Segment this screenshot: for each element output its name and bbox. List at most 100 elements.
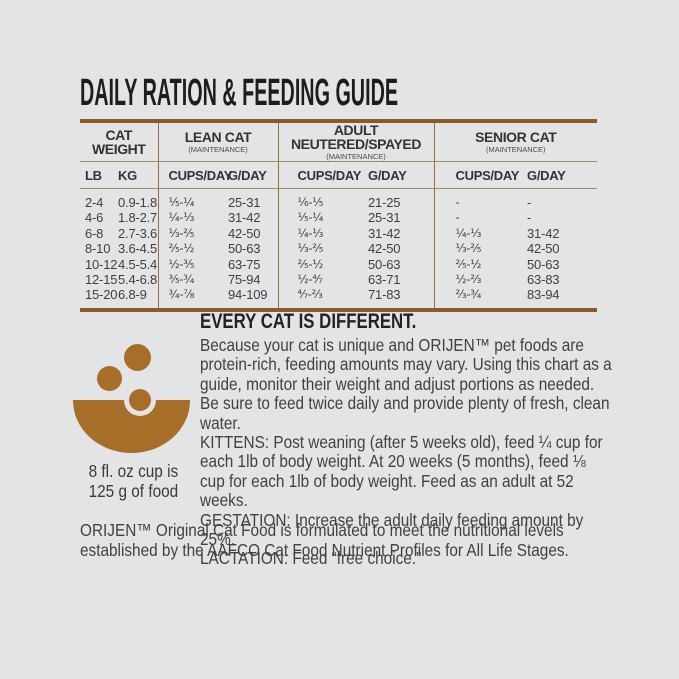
table-cell: ⅔-¾	[433, 287, 515, 310]
table-cell: 5.4-6.8	[118, 272, 158, 288]
table-cell: 1.8-2.7	[118, 210, 158, 226]
table-cell: 63-75	[228, 256, 261, 272]
column-header-lb: LB	[80, 161, 118, 189]
info-paragraph-lactation: LACTATION: Feed “free choice.”	[200, 548, 422, 569]
table-row: 8-10 3.6-4.5 ⅖-½ 50-63 ⅓-⅖ 42-50 ⅓-⅖ 42-50	[80, 241, 597, 257]
table-cell: 50-63	[368, 256, 401, 272]
table-cell: ⅖-½	[157, 241, 222, 257]
aafco-statement: ORIJEN™ Original Cat Food is formulated …	[80, 520, 569, 560]
group-label: SENIOR CAT	[475, 129, 557, 145]
table-cell: 10-12	[85, 256, 118, 272]
column-header-g-day: G/DAY	[356, 161, 435, 189]
column-header-cups-day: CUPS/DAY	[277, 161, 361, 189]
table-group-header-row: CAT WEIGHT LEAN CAT (MAINTENANCE) ADULT …	[80, 121, 598, 162]
cup-note-text: 8 fl. oz cup is 125 g of food	[72, 461, 195, 501]
table-cell: 0.9-1.8	[118, 195, 158, 210]
table-cell: 6.8-9	[118, 287, 147, 303]
table-cell: 42-50	[527, 241, 560, 257]
table-cell: 50-63	[527, 256, 560, 272]
table-cell: 31-42	[368, 225, 401, 241]
table-row: 4-6 1.8-2.7 ¼-⅓ 31-42 ⅕-¼ 25-31 - -	[80, 210, 597, 226]
column-header-g-day: G/DAY	[222, 161, 279, 189]
info-text-block: Because your cat is unique and ORIJEN™ p…	[200, 335, 612, 569]
column-header-cups-day: CUPS/DAY	[157, 161, 232, 189]
table-cell: 2.7-3.6	[118, 225, 158, 241]
column-header-g-day: G/DAY	[514, 161, 598, 189]
table-cell: ½-⁴⁄₇	[277, 272, 357, 288]
table-body: 2-4 0.9-1.8 ⅕-¼ 25-31 ⅙-⅕ 21-25- -4-6 1.8-2.7 ¼-…	[80, 188, 597, 310]
table-cell: -	[433, 210, 515, 226]
table-cell: ⅗-¾	[157, 272, 222, 288]
table-cell: 63-71	[368, 272, 401, 288]
table-cell: ½-⅗	[157, 256, 222, 273]
table-cell: 6-8	[85, 225, 104, 241]
cup-measure-note: 8 fl. oz cup is 125 g of food	[72, 340, 194, 500]
table-cell: -	[527, 195, 532, 210]
table-cell: 63-83	[527, 272, 560, 288]
table-cell: 75-94	[228, 272, 261, 288]
table-cell: ⅖-½	[433, 256, 515, 273]
table-cell: ⅓-⅖	[157, 225, 222, 242]
table-cell: ⅕-¼	[157, 188, 222, 211]
feeding-table: CAT WEIGHT LEAN CAT (MAINTENANCE) ADULT …	[80, 119, 598, 312]
table-cell: 42-50	[228, 225, 261, 241]
group-label: CAT WEIGHT	[91, 127, 146, 157]
group-sublabel: (MAINTENANCE)	[326, 152, 386, 161]
table-cell: 31-42	[228, 210, 261, 226]
feeding-table-grid: CAT WEIGHT LEAN CAT (MAINTENANCE) ADULT …	[80, 119, 598, 312]
group-sublabel: (MAINTENANCE)	[485, 145, 546, 154]
table-cell: 4-6	[85, 210, 104, 226]
table-cell: 25-31	[368, 210, 401, 226]
info-paragraph-general: Because your cat is unique and ORIJEN™ p…	[200, 335, 612, 433]
kibble-icon	[97, 366, 122, 391]
table-cell: 4.5-5.4	[118, 256, 158, 272]
page-title: DAILY RATION & FEEDING GUIDE	[80, 72, 399, 114]
table-cell: ¼-⅓	[433, 225, 515, 242]
info-paragraph-kittens: KITTENS: Post weaning (after 5 weeks old…	[200, 432, 603, 511]
table-cell: ⁴⁄₇-⅔	[277, 287, 357, 310]
table-row: 6-8 2.7-3.6 ⅓-⅖ 42-50 ¼-⅓ 31-42 ¼-⅓ 31-42	[80, 225, 597, 242]
table-cell: 21-25	[368, 195, 401, 210]
table-cell: 50-63	[228, 241, 261, 257]
table-cell: 12-15	[85, 272, 118, 288]
table-cell: 15-20	[85, 287, 118, 303]
table-cell: ½-⅔	[433, 272, 515, 288]
table-row: 2-4 0.9-1.8 ⅕-¼ 25-31 ⅙-⅕ 21-25 - -	[80, 188, 597, 211]
table-cell: -	[527, 210, 532, 226]
group-label: LEAN CAT	[184, 129, 252, 145]
cup-note-line2: 125 g of food	[88, 480, 179, 501]
group-header-cat-weight: CAT WEIGHT	[80, 121, 158, 162]
table-cell: ⅕-¼	[277, 210, 357, 226]
table-cell: -	[433, 188, 515, 211]
group-header-senior-cat: SENIOR CAT (MAINTENANCE)	[433, 121, 598, 162]
table-cell: ⅓-⅖	[277, 241, 357, 257]
cup-note-line1: 8 fl. oz cup is	[88, 461, 179, 481]
table-cell: ⅓-⅖	[433, 241, 515, 257]
table-cell: 8-10	[85, 241, 111, 257]
info-heading: EVERY CAT IS DIFFERENT.	[200, 310, 417, 333]
table-cell: 2-4	[85, 195, 104, 210]
group-header-adult-neutered-spayed: ADULT NEUTERED/SPAYED (MAINTENANCE)	[277, 121, 435, 162]
group-sublabel: (MAINTENANCE)	[188, 145, 248, 154]
group-label: ADULT NEUTERED/SPAYED	[290, 122, 422, 152]
table-cell: 83-94	[527, 287, 560, 303]
table-column-header-row: LB KG CUPS/DAY G/DAY CUPS/DAY G/DAY CUPS…	[80, 161, 598, 189]
table-cell: 25-31	[228, 195, 261, 210]
table-row: 10-12 4.5-5.4 ½-⅗ 63-75 ⅖-½ 50-63 ⅖-½ 50-63	[80, 256, 597, 273]
table-cell: ¼-⅓	[157, 210, 222, 226]
table-row: 15-20 6.8-9 ¾-⅞ 94-109 ⁴⁄₇-⅔ 71-83 ⅔-¾ 83-94	[80, 287, 597, 310]
table-row: 12-15 5.4-6.8 ⅗-¾ 75-94 ½-⁴⁄₇ 63-71 ½-⅔ 63-83	[80, 272, 597, 288]
kibble-icon	[129, 389, 151, 411]
table-cell: ¾-⅞	[157, 287, 222, 310]
table-cell: 3.6-4.5	[118, 241, 158, 257]
table-cell: ⅙-⅕	[277, 188, 357, 211]
table-cell: ⅖-½	[277, 256, 357, 273]
info-paragraph-gestation: GESTATION: Increase the adult daily feed…	[200, 509, 584, 550]
table-cell: 71-83	[368, 287, 401, 303]
column-header-kg: KG	[118, 161, 158, 189]
table-cell: 31-42	[527, 225, 560, 241]
table-cell: 42-50	[368, 241, 401, 257]
table-cell: ¼-⅓	[277, 225, 357, 242]
table-cell: 94-109	[228, 287, 268, 303]
